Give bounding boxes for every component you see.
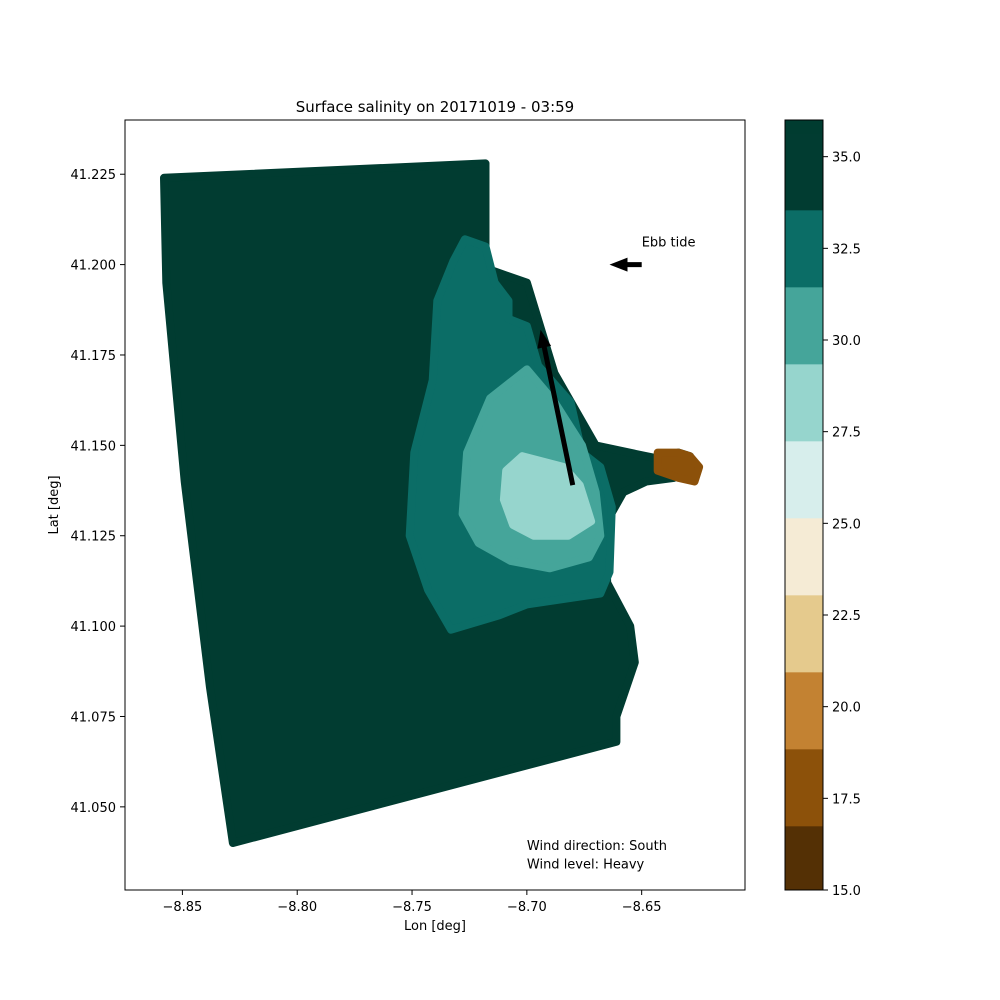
x-tick-label: −8.80: [277, 900, 317, 915]
colorbar-swatch: [785, 748, 823, 827]
colorbar-tick-label: 30.0: [832, 334, 861, 349]
colorbar-tick-label: 17.5: [832, 792, 861, 807]
y-tick-label: 41.225: [71, 168, 117, 183]
x-axis-label: Lon [deg]: [404, 919, 466, 934]
salinity-region-4: [653, 448, 704, 486]
colorbar-swatch: [785, 363, 823, 442]
y-tick-label: 41.125: [71, 530, 117, 545]
wind-arrow: [537, 329, 576, 486]
colorbar-tick-label: 20.0: [832, 701, 861, 716]
annotation-text-1: Wind direction: South: [527, 839, 667, 854]
annotation-text-2: Wind level: Heavy: [527, 857, 645, 872]
y-tick-label: 41.100: [71, 620, 117, 635]
y-tick-label: 41.150: [71, 439, 117, 454]
annotation-text-0: Ebb tide: [642, 236, 696, 251]
colorbar-tick-label: 32.5: [832, 242, 861, 257]
colorbar-tick-label: 15.0: [832, 884, 861, 899]
colorbar-swatch: [785, 120, 823, 134]
colorbar-swatch: [785, 825, 823, 891]
colorbar-swatch: [785, 594, 823, 673]
plot-frame: [124, 119, 746, 891]
colorbar-tick-label: 25.0: [832, 517, 861, 532]
x-tick-label: −8.65: [622, 900, 662, 915]
chart-title: Surface salinity on 20171019 - 03:59: [296, 98, 574, 116]
x-axis: −8.85 −8.80 −8.75 −8.70 −8.65: [162, 890, 662, 915]
y-tick-label: 41.175: [71, 349, 117, 364]
colorbar-swatch: [785, 440, 823, 519]
y-tick-label: 41.075: [71, 710, 117, 725]
colorbar-tick-label: 35.0: [832, 151, 861, 166]
colorbar-tick-label: 22.5: [832, 609, 861, 624]
y-axis: 41.050 41.075 41.100 41.125 41.150 41.175 41.2…: [71, 168, 125, 816]
x-tick-label: −8.70: [507, 900, 547, 915]
ebb-tide-arrow: [609, 257, 642, 272]
colorbar-swatch: [785, 671, 823, 750]
plot-area: [160, 159, 704, 847]
colorbar-frame: [784, 119, 824, 891]
colorbar-swatch: [785, 517, 823, 596]
x-tick-label: −8.75: [392, 900, 432, 915]
colorbar-tick-label: 27.5: [832, 426, 861, 441]
y-tick-label: 41.200: [71, 259, 117, 274]
y-tick-label: 41.050: [71, 801, 117, 816]
colorbar-swatch: [785, 209, 823, 288]
colorbar: 15.0 17.5 20.0 22.5 25.0 27.5 30.0 32.5 35.0: [784, 119, 861, 899]
colorbar-swatch: [785, 132, 823, 211]
x-tick-label: −8.85: [162, 900, 202, 915]
annotations: Ebb tide Wind direction: South Wind level:…: [527, 236, 696, 873]
colorbar-swatch: [785, 286, 823, 365]
y-axis-label: Lat [deg]: [47, 475, 62, 534]
